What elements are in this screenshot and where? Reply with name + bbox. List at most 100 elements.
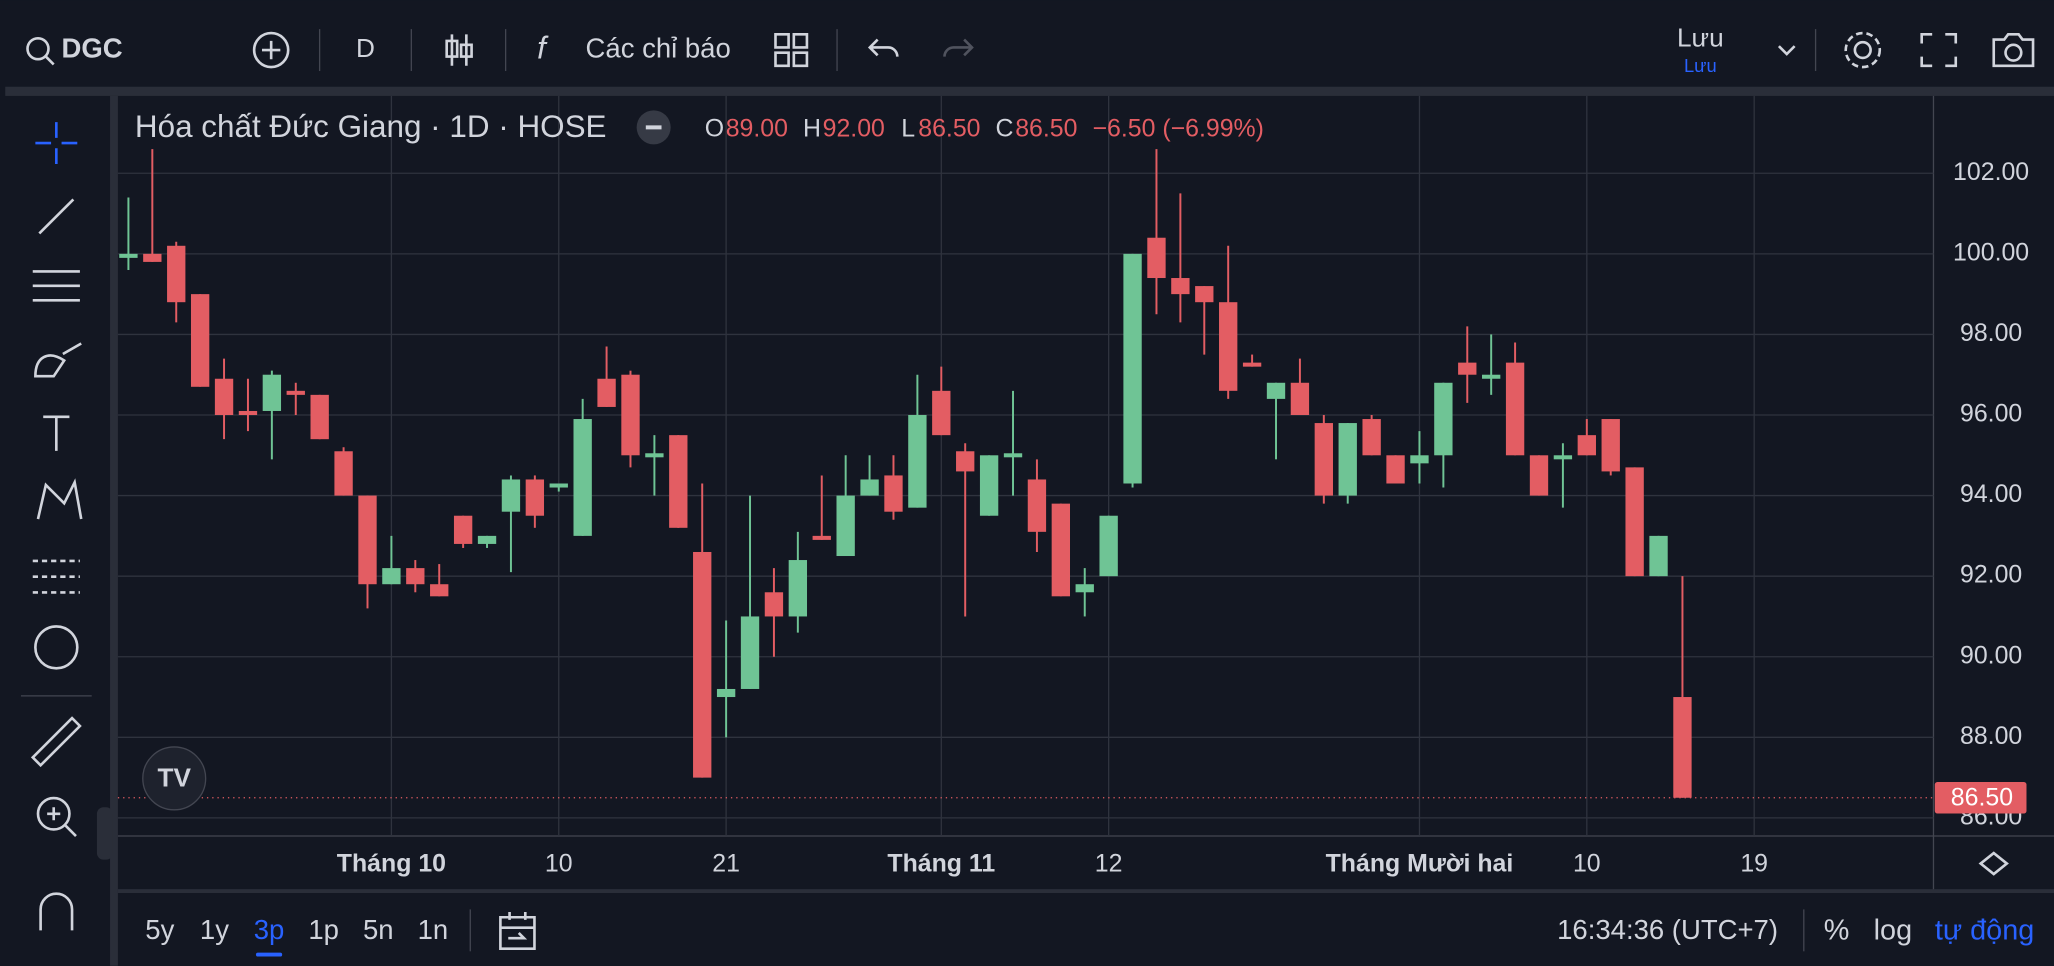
high-value: 92.00 xyxy=(823,115,885,143)
top-bar: DGC D f Các chỉ báo Lưu Lưu xyxy=(26,23,2035,76)
candle-body xyxy=(477,535,497,544)
save[interactable]: Lưu xyxy=(1677,23,1724,53)
candle-body xyxy=(119,253,138,258)
candle-body xyxy=(334,451,353,496)
candle-body xyxy=(693,551,712,778)
candle-body xyxy=(310,394,329,440)
fullscreen[interactable] xyxy=(1920,33,1958,68)
fib-tool[interactable] xyxy=(32,270,80,302)
open-key: O xyxy=(705,115,724,143)
candle-body xyxy=(525,479,545,516)
axis-settings[interactable] xyxy=(1978,851,2009,876)
x-tick-label: Tháng Mười hai xyxy=(1326,849,1514,877)
logo[interactable] xyxy=(142,746,207,811)
candle-body xyxy=(1505,362,1525,456)
candle-body xyxy=(382,568,401,585)
range-button[interactable]: 1p xyxy=(308,914,339,945)
icon-tool[interactable] xyxy=(34,625,79,670)
candle-body xyxy=(190,294,210,387)
search-icon-handle xyxy=(44,55,55,66)
candle-body xyxy=(764,592,784,617)
range-button[interactable]: 1n xyxy=(418,914,449,945)
interval[interactable]: D xyxy=(356,33,375,63)
settings[interactable] xyxy=(1853,40,1872,60)
redo[interactable] xyxy=(943,38,974,57)
undo[interactable] xyxy=(867,38,899,57)
candle-body xyxy=(1482,374,1501,379)
chart: 86.0088.0090.0092.0094.0096.0098.00100.0… xyxy=(117,95,2054,894)
y-tick-label: 88.00 xyxy=(1960,722,2022,750)
series xyxy=(117,149,1934,799)
candle-body xyxy=(1529,455,1549,496)
candle-body xyxy=(430,584,449,597)
zoom-icon xyxy=(47,807,77,837)
high-key: H xyxy=(803,115,821,143)
x-tick-label: Tháng 11 xyxy=(887,849,995,877)
range-button[interactable]: 5y xyxy=(145,914,174,945)
candle-body xyxy=(1338,423,1357,496)
candle-body xyxy=(573,419,592,536)
candle-body xyxy=(1242,362,1262,367)
candle-body xyxy=(645,453,664,458)
indicators[interactable]: Các chỉ báo xyxy=(586,32,731,63)
screenshot[interactable] xyxy=(1992,33,2035,68)
crosshair-tool[interactable] xyxy=(35,122,78,165)
range-button[interactable]: 3p xyxy=(254,914,285,945)
candle-body xyxy=(1027,479,1047,532)
auto-toggle[interactable]: tự động xyxy=(1935,914,2034,946)
candle-body xyxy=(812,535,831,540)
candle-body xyxy=(262,374,282,411)
candle-body xyxy=(740,616,760,689)
date-range[interactable] xyxy=(499,912,536,950)
y-tick-label: 94.00 xyxy=(1960,480,2022,508)
save-menu[interactable] xyxy=(1777,45,1796,56)
y-tick-label: 102.00 xyxy=(1953,158,2029,186)
chart-type-icon[interactable] xyxy=(445,34,473,66)
candle-body xyxy=(453,515,473,544)
pattern-tool[interactable] xyxy=(36,478,83,520)
candle-body xyxy=(1314,423,1333,496)
candle-body xyxy=(1649,535,1668,577)
symbol[interactable]: DGC xyxy=(62,32,123,63)
candle-body xyxy=(1219,302,1238,391)
range-button[interactable]: 5n xyxy=(363,914,394,945)
candle-body xyxy=(860,479,879,496)
zoom-tool[interactable] xyxy=(36,796,71,831)
magnet-tool[interactable] xyxy=(39,892,74,931)
save-status: Lưu xyxy=(1684,55,1717,76)
add-symbol[interactable] xyxy=(252,31,290,69)
candle-body xyxy=(1362,419,1381,456)
low-value: 86.50 xyxy=(918,115,980,143)
layout-icon[interactable] xyxy=(774,33,809,68)
close-key: C xyxy=(996,115,1014,143)
candle-body xyxy=(286,390,305,395)
search-icon[interactable] xyxy=(26,36,50,61)
candle-body xyxy=(167,245,186,303)
x-tick-label: 10 xyxy=(545,849,573,877)
candle-body xyxy=(956,451,975,472)
candle-body xyxy=(1410,455,1429,464)
x-tick-label: Tháng 10 xyxy=(337,849,446,877)
candle-body xyxy=(1075,584,1094,593)
clock: 16:34:36 (UTC+7) xyxy=(1557,914,1778,945)
x-tick-label: 10 xyxy=(1573,849,1601,877)
percent-toggle[interactable]: % xyxy=(1824,914,1850,946)
candle-body xyxy=(1099,515,1118,577)
text-tool[interactable] xyxy=(43,415,70,451)
trendline-tool[interactable] xyxy=(38,198,75,235)
screenshot-lens xyxy=(2004,43,2023,62)
range-button[interactable]: 1y xyxy=(200,914,229,945)
y-tick-label: 90.00 xyxy=(1960,641,2022,669)
x-tick-label: 21 xyxy=(712,849,740,877)
ruler-tool[interactable] xyxy=(30,716,82,768)
candle-body xyxy=(1171,278,1190,295)
y-tick-label: 100.00 xyxy=(1953,238,2029,266)
log-toggle[interactable]: log xyxy=(1874,914,1912,946)
prediction-tool[interactable] xyxy=(32,559,80,594)
brush-tool[interactable] xyxy=(34,342,82,378)
collapse-handle[interactable] xyxy=(96,807,113,860)
candle-body xyxy=(214,378,234,416)
overlay: Hóa chất Đức Giang · 1D · HOSE O 89.00 H… xyxy=(135,109,2034,957)
